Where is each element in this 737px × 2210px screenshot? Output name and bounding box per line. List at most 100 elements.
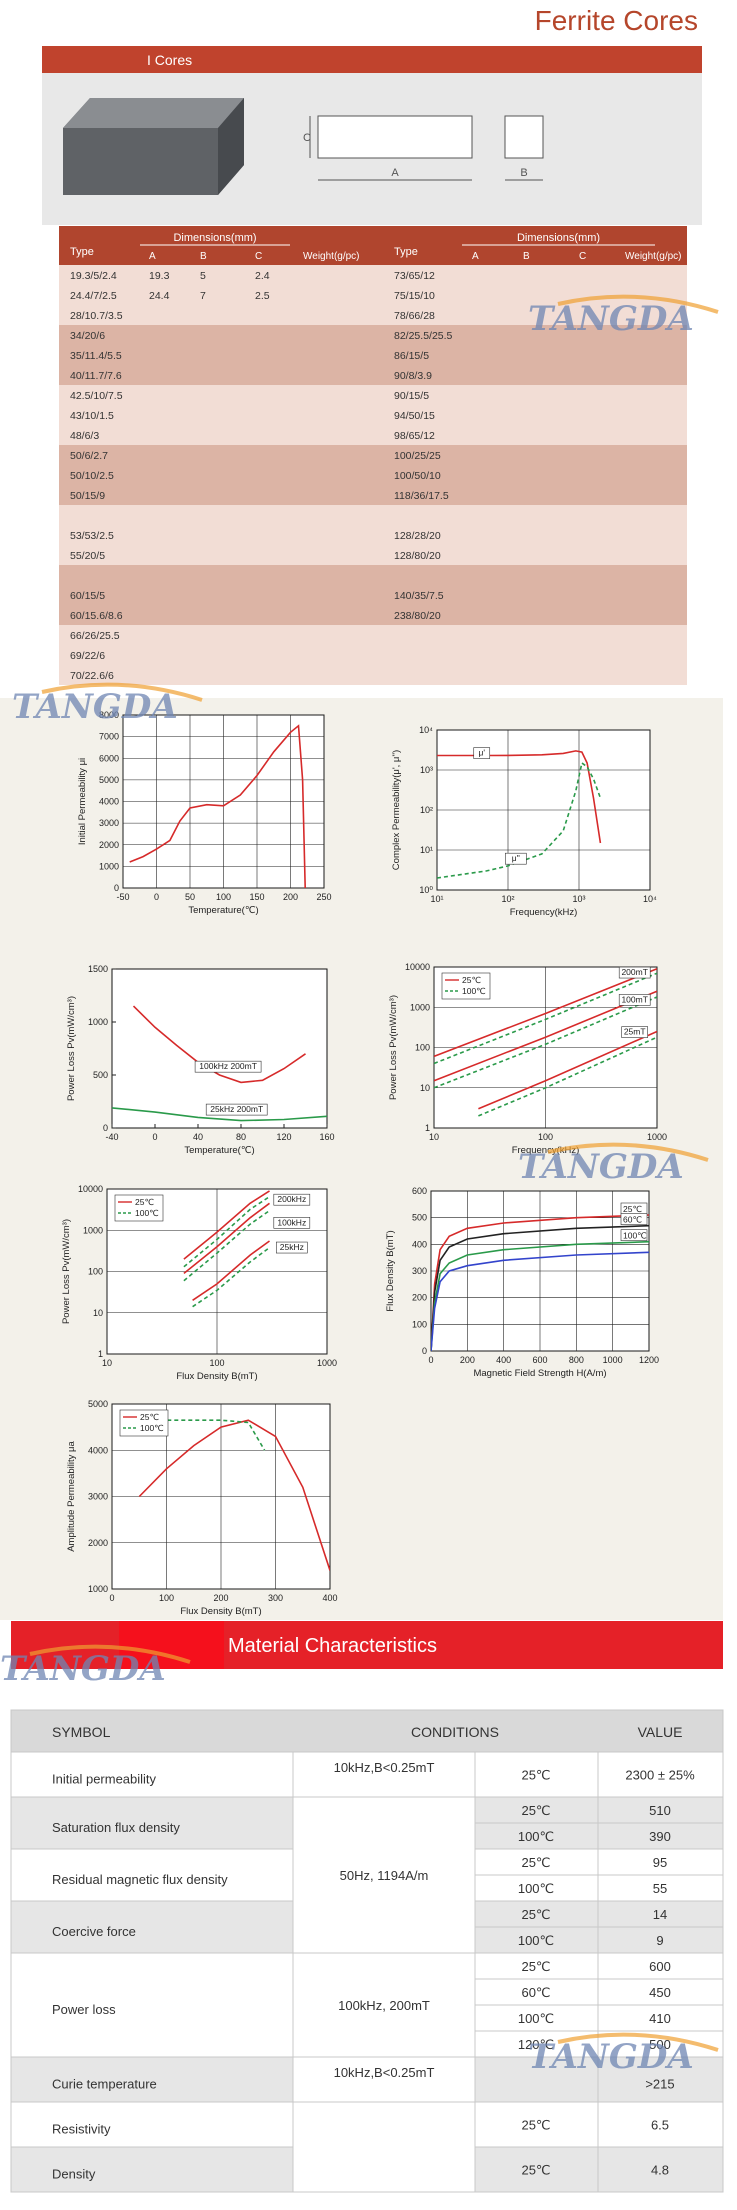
series-line bbox=[478, 1030, 657, 1110]
series-label: 25℃ bbox=[623, 1204, 642, 1214]
y-tick-label: 10000 bbox=[405, 962, 430, 972]
y-tick-label: 4000 bbox=[88, 1445, 108, 1455]
dim-cell: 19.3/5/2.4 bbox=[70, 270, 117, 282]
property-value: 410 bbox=[649, 2011, 671, 2026]
property-value: 55 bbox=[653, 1881, 667, 1896]
series-line bbox=[431, 1224, 649, 1351]
x-tick-label: 100 bbox=[216, 892, 231, 902]
x-tick-label: 80 bbox=[236, 1132, 246, 1142]
dim-cell: 53/53/2.5 bbox=[70, 530, 114, 542]
dim-label: B bbox=[520, 167, 527, 179]
drawing-side bbox=[504, 115, 544, 159]
y-tick-label: 6000 bbox=[99, 753, 119, 763]
dim-col-label: Weight(g/pc) bbox=[625, 251, 682, 262]
y-tick-label: 10² bbox=[420, 805, 433, 815]
x-tick-label: 200 bbox=[213, 1593, 228, 1603]
value-cell bbox=[597, 1874, 724, 1902]
symbol-cell bbox=[10, 1751, 294, 1798]
y-tick-label: 100 bbox=[88, 1267, 103, 1277]
y-axis-label: Amplitude Permeability μa bbox=[66, 1441, 77, 1552]
dim-row bbox=[59, 505, 687, 525]
annotation: 100kHz bbox=[277, 1217, 306, 1227]
condition-cell bbox=[292, 1796, 476, 1954]
x-tick-label: 0 bbox=[109, 1593, 114, 1603]
annotation-box bbox=[194, 1060, 262, 1073]
x-tick-label: 100 bbox=[159, 1593, 174, 1603]
property-value: 500 bbox=[649, 2037, 671, 2052]
dim-row bbox=[59, 385, 687, 405]
x-tick-label: 10¹ bbox=[430, 894, 443, 904]
condition: 10kHz,B<0.25mT bbox=[334, 2065, 435, 2080]
column-header: CONDITIONS bbox=[411, 1724, 499, 1740]
y-tick-label: 1000 bbox=[99, 861, 119, 871]
dim-col-label: C bbox=[255, 251, 262, 262]
series-line bbox=[132, 1005, 306, 1084]
dim-cell: 48/6/3 bbox=[70, 430, 99, 442]
y-tick-label: 7000 bbox=[99, 732, 119, 742]
watermark: TANGDA bbox=[0, 1649, 166, 1689]
dim-cell: 50/10/2.5 bbox=[70, 470, 114, 482]
dim-row bbox=[59, 585, 687, 605]
dim-cell: 78/66/28 bbox=[394, 310, 435, 322]
watermark-swoosh bbox=[29, 1644, 191, 1664]
annotation: 200kHz bbox=[277, 1194, 306, 1204]
property-value: 4.8 bbox=[651, 2163, 669, 2178]
dim-cell: 238/80/20 bbox=[394, 610, 441, 622]
annotation-box bbox=[275, 1241, 308, 1254]
x-tick-label: 10³ bbox=[572, 894, 585, 904]
dim-row bbox=[59, 665, 687, 685]
condition-temp: 25℃ bbox=[521, 2163, 550, 2178]
y-tick-label: 0 bbox=[114, 883, 119, 893]
dim-col-label: Type bbox=[70, 246, 94, 258]
y-axis-label: Complex Permeability(μ', μ'') bbox=[391, 750, 402, 870]
dim-label: A bbox=[391, 167, 399, 179]
series-line bbox=[437, 750, 602, 844]
dim-row bbox=[59, 265, 687, 285]
condition: 50Hz, 1194A/m bbox=[340, 1868, 429, 1883]
x-tick-label: 600 bbox=[532, 1355, 547, 1365]
dim-cell: 82/25.5/25.5 bbox=[394, 330, 453, 342]
x-tick-label: 10 bbox=[429, 1132, 439, 1142]
dim-col-label: A bbox=[149, 251, 156, 262]
y-tick-label: 10¹ bbox=[420, 845, 433, 855]
temp-cell bbox=[474, 2101, 599, 2148]
x-tick-label: 0 bbox=[154, 892, 159, 902]
value-cell bbox=[597, 1796, 724, 1824]
x-tick-label: 1000 bbox=[647, 1132, 667, 1142]
condition-temp: 25℃ bbox=[521, 1855, 550, 1870]
series-line bbox=[434, 996, 657, 1089]
y-tick-label: 200 bbox=[412, 1293, 427, 1303]
dim-cell: 140/35/7.5 bbox=[394, 590, 444, 602]
condition-temp: 100℃ bbox=[518, 2011, 554, 2026]
y-tick-label: 600 bbox=[412, 1186, 427, 1196]
legend-box bbox=[119, 1409, 169, 1437]
y-tick-label: 5000 bbox=[88, 1399, 108, 1409]
x-axis-label: Flux Density B(mT) bbox=[176, 1371, 257, 1382]
y-tick-label: 0 bbox=[103, 1123, 108, 1133]
x-tick-label: 300 bbox=[268, 1593, 283, 1603]
dim-row bbox=[59, 565, 687, 585]
dim-cell: 66/26/25.5 bbox=[70, 630, 120, 642]
symbol: Density bbox=[52, 2167, 96, 2182]
property-value: 390 bbox=[649, 1829, 671, 1844]
condition-cell bbox=[292, 1751, 476, 1798]
temp-cell bbox=[474, 1978, 599, 2006]
temp-cell bbox=[474, 1751, 599, 1798]
property-value: 14 bbox=[653, 1907, 667, 1922]
y-tick-label: 10⁰ bbox=[419, 885, 433, 895]
x-tick-label: 40 bbox=[193, 1132, 203, 1142]
y-tick-label: 300 bbox=[412, 1266, 427, 1276]
property-value: 450 bbox=[649, 1985, 671, 2000]
y-tick-label: 10 bbox=[420, 1083, 430, 1093]
series-line bbox=[434, 972, 657, 1065]
watermark-swoosh bbox=[547, 1142, 709, 1162]
column-header: VALUE bbox=[638, 1724, 683, 1740]
dim-col-label: A bbox=[472, 251, 479, 262]
dim-row bbox=[59, 605, 687, 625]
x-axis-label: Flux Density B(mT) bbox=[180, 1606, 261, 1617]
x-tick-label: 800 bbox=[569, 1355, 584, 1365]
dim-cell: 34/20/6 bbox=[70, 330, 105, 342]
x-tick-label: -50 bbox=[116, 892, 129, 902]
symbol-cell bbox=[10, 2146, 294, 2193]
